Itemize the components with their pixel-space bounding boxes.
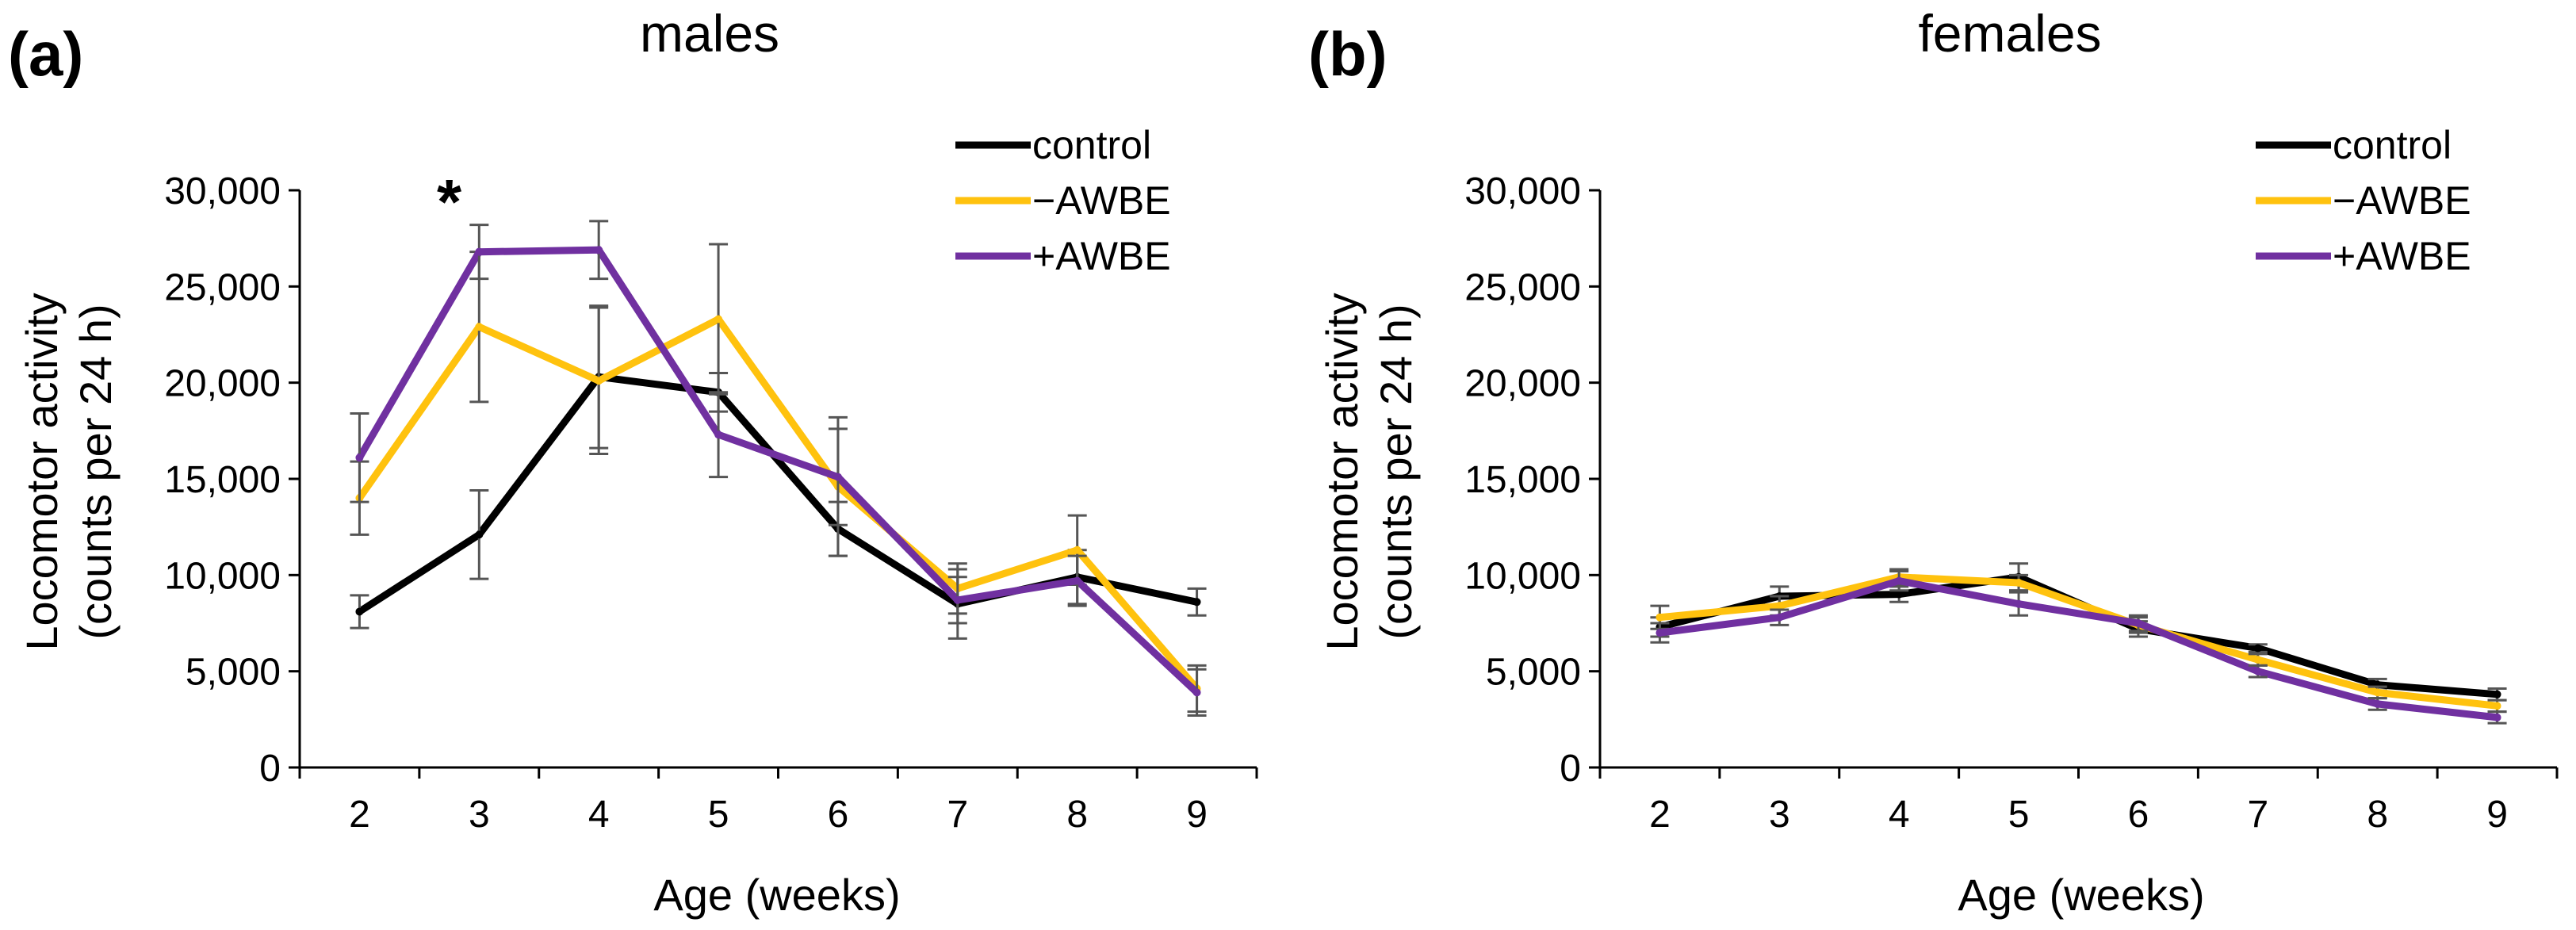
panel-b-point-plus-awbe — [2015, 599, 2023, 608]
panel-a-point-plus-awbe — [1192, 688, 1201, 697]
panel-a: (a) males Locomotor activity (counts per… — [8, 4, 1258, 920]
panel-b-point-plus-awbe — [2373, 699, 2382, 708]
panel-b-y-tick-label: 30,000 — [1464, 170, 1581, 212]
panel-a-y-tick-label: 15,000 — [164, 459, 281, 501]
panel-b-series-minus-awbe — [1650, 568, 2507, 714]
panel-b-legend-label-plus-awbe: +AWBE — [2333, 234, 2471, 278]
panel-a-y-tick-label: 20,000 — [164, 363, 281, 405]
panel-a-y-tick-label: 10,000 — [164, 555, 281, 597]
panel-a-significance-star: * — [437, 166, 462, 237]
panel-b-point-plus-awbe — [2253, 667, 2262, 675]
panel-b-point-minus-awbe — [2015, 579, 2023, 587]
panel-a-xlabel: Age (weeks) — [653, 870, 900, 920]
panel-b-point-control — [2253, 644, 2262, 653]
panel-a-point-plus-awbe — [833, 473, 842, 481]
panel-b-y-tick-label: 5,000 — [1486, 652, 1581, 694]
panel-a-point-control — [1192, 598, 1201, 607]
panel-a-x-tick-label: 6 — [828, 794, 849, 836]
panel-a-point-control — [355, 607, 364, 616]
panel-a-line-control — [357, 373, 1198, 615]
panel-b-point-plus-awbe — [1655, 629, 1664, 637]
panel-b-xlabel: Age (weeks) — [1958, 870, 2204, 920]
panel-b-point-minus-awbe — [2493, 702, 2501, 710]
panel-a-point-plus-awbe — [1073, 576, 1081, 585]
panel-a-series-plus-awbe — [350, 220, 1207, 717]
panel-a-title: males — [640, 4, 779, 63]
panel-b-title: females — [1918, 4, 2101, 63]
panel-a-point-control — [475, 530, 484, 539]
panel-a-x-tick-label: 9 — [1186, 794, 1208, 836]
panel-b-point-minus-awbe — [1775, 602, 1784, 610]
panel-a-y-tick-label: 0 — [259, 748, 281, 790]
panel-a-ylabel-line1: Locomotor activity — [17, 293, 67, 650]
panel-b-line-plus-awbe — [1659, 576, 2498, 721]
panel-a-point-minus-awbe — [1073, 545, 1081, 554]
panel-b-legend-label-minus-awbe: −AWBE — [2333, 178, 2471, 223]
panel-b-series-plus-awbe — [1650, 569, 2507, 725]
panel-a-legend-label-plus-awbe: +AWBE — [1032, 234, 1171, 278]
panel-a-label: (a) — [8, 19, 83, 89]
panel-a-x-tick-label: 4 — [588, 794, 610, 836]
panel-b-x-tick-label: 8 — [2367, 794, 2388, 836]
panel-a-y-tick-label: 30,000 — [164, 170, 281, 212]
panel-b-label: (b) — [1308, 19, 1388, 89]
panel-a-x-tick-label: 7 — [947, 794, 968, 836]
panel-b-point-plus-awbe — [2493, 713, 2501, 721]
panel-b-y-tick-label: 10,000 — [1464, 555, 1581, 597]
panel-a-point-plus-awbe — [355, 454, 364, 462]
panel-a-y-tick-label: 5,000 — [186, 652, 281, 694]
panel-b-point-control — [2493, 690, 2501, 698]
panel-b: (b) females Locomotor activity (counts p… — [1308, 4, 2559, 920]
panel-a-point-minus-awbe — [714, 315, 723, 323]
panel-b-plot: 0 5,000 10,000 15,000 20,000 25,000 30,000 2 3 4 5… — [1464, 123, 2559, 836]
panel-a-point-plus-awbe — [953, 595, 962, 604]
panel-a-y-tick-label: 25,000 — [164, 266, 281, 308]
panel-b-point-plus-awbe — [1775, 613, 1784, 622]
panel-b-x-tick-label: 2 — [1649, 794, 1671, 836]
panel-a-series-minus-awbe — [350, 243, 1207, 714]
panel-b-x-tick-label: 6 — [2128, 794, 2149, 836]
panel-b-ylabel-line2: (counts per 24 h) — [1371, 304, 1421, 639]
panel-a-point-minus-awbe — [595, 377, 603, 385]
panel-b-point-minus-awbe — [2373, 688, 2382, 697]
panel-b-x-tick-label: 3 — [1769, 794, 1790, 836]
panel-b-x-tick-label: 5 — [2008, 794, 2030, 836]
panel-b-series-control — [1650, 562, 2507, 702]
panel-b-y-tick-label: 0 — [1560, 748, 1581, 790]
panel-a-point-plus-awbe — [714, 431, 723, 439]
panel-b-y-tick-label: 20,000 — [1464, 363, 1581, 405]
panel-b-point-plus-awbe — [2134, 619, 2142, 627]
panel-a-legend-label-minus-awbe: −AWBE — [1032, 178, 1171, 223]
panel-a-line-minus-awbe — [356, 314, 1200, 691]
panel-b-point-plus-awbe — [1895, 576, 1904, 585]
panel-b-legend-label-control: control — [2333, 123, 2452, 167]
panel-b-point-minus-awbe — [2253, 656, 2262, 664]
panel-a-line-plus-awbe — [356, 246, 1200, 695]
panel-a-point-plus-awbe — [475, 247, 484, 256]
panel-a-ylabel-line2: (counts per 24 h) — [71, 304, 121, 639]
panel-a-plot: 0 5,000 10,000 15,000 20,000 25,000 30,000 2 3 4 5… — [164, 123, 1258, 836]
panel-a-x-tick-label: 5 — [708, 794, 729, 836]
panel-a-x-tick-label: 2 — [349, 794, 370, 836]
panel-b-x-tick-label: 9 — [2486, 794, 2508, 836]
panel-b-line-minus-awbe — [1659, 573, 2498, 710]
panel-b-point-control — [1895, 590, 1904, 599]
panel-b-x-tick-label: 7 — [2247, 794, 2268, 836]
panel-b-line-control — [1659, 573, 2498, 698]
panel-b-y-tick-label: 15,000 — [1464, 459, 1581, 501]
panel-b-point-minus-awbe — [1655, 613, 1664, 622]
panel-b-ylabel-line1: Locomotor activity — [1317, 293, 1367, 650]
panel-b-y-tick-label: 25,000 — [1464, 266, 1581, 308]
panel-a-x-tick-label: 3 — [469, 794, 490, 836]
panel-a-point-plus-awbe — [595, 246, 603, 255]
panel-a-legend-label-control: control — [1032, 123, 1151, 167]
panel-b-x-tick-label: 4 — [1889, 794, 1910, 836]
panel-a-x-tick-label: 8 — [1066, 794, 1088, 836]
panel-a-point-minus-awbe — [475, 323, 484, 331]
